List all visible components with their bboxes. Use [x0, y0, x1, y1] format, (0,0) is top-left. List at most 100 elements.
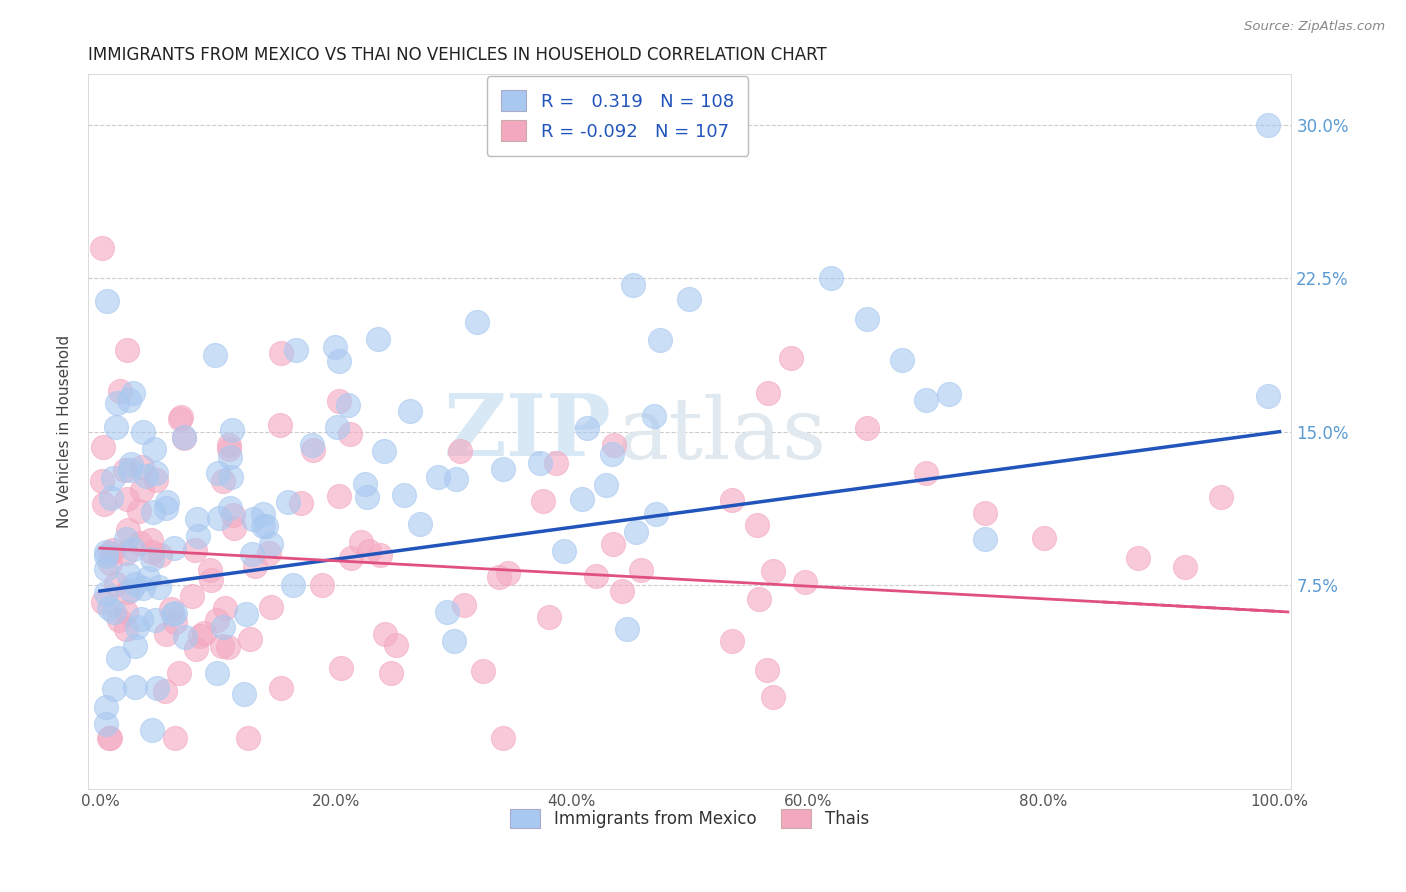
Point [270, 681, 292, 695]
Point [93, 497, 115, 511]
Point [233, 686, 256, 700]
Point [174, 630, 197, 644]
Point [142, 442, 165, 457]
Point [257, 546, 280, 560]
Point [145, 466, 167, 480]
Text: atlas: atlas [617, 393, 827, 477]
Point [820, 271, 842, 285]
Point [96, 293, 118, 308]
Point [124, 639, 146, 653]
Point [205, 666, 228, 681]
Point [207, 613, 229, 627]
Point [155, 501, 177, 516]
Point [115, 343, 138, 357]
Point [162, 607, 184, 621]
Point [373, 444, 395, 458]
Point [269, 418, 291, 433]
Point [114, 463, 136, 477]
Point [94, 545, 117, 559]
Point [101, 542, 124, 557]
Point [214, 601, 236, 615]
Point [973, 532, 995, 546]
Point [120, 582, 142, 597]
Point [211, 474, 233, 488]
Point [339, 427, 361, 442]
Point [107, 651, 129, 665]
Point [208, 510, 231, 524]
Point [328, 394, 350, 409]
Point [240, 547, 263, 561]
Point [648, 333, 671, 347]
Point [747, 518, 769, 533]
Point [98, 556, 121, 570]
Point [212, 619, 235, 633]
Point [217, 640, 239, 654]
Point [301, 438, 323, 452]
Point [340, 550, 363, 565]
Point [603, 438, 626, 452]
Point [121, 541, 143, 556]
Point [357, 544, 380, 558]
Point [260, 536, 283, 550]
Point [891, 353, 914, 368]
Point [756, 385, 779, 400]
Point [498, 566, 520, 581]
Point [184, 543, 207, 558]
Point [173, 429, 195, 443]
Point [242, 512, 264, 526]
Point [108, 613, 131, 627]
Point [624, 524, 647, 539]
Point [98, 731, 121, 746]
Point [762, 564, 785, 578]
Point [721, 492, 744, 507]
Point [571, 491, 593, 506]
Point [98, 546, 121, 560]
Point [184, 641, 207, 656]
Point [354, 476, 377, 491]
Point [211, 640, 233, 654]
Point [218, 450, 240, 464]
Point [104, 420, 127, 434]
Point [149, 548, 172, 562]
Point [621, 277, 644, 292]
Point [127, 620, 149, 634]
Point [219, 500, 242, 515]
Point [91, 241, 114, 255]
Point [794, 574, 817, 589]
Point [645, 508, 668, 522]
Point [94, 562, 117, 576]
Text: Source: ZipAtlas.com: Source: ZipAtlas.com [1244, 20, 1385, 33]
Point [141, 544, 163, 558]
Point [193, 626, 215, 640]
Point [131, 582, 153, 596]
Point [367, 332, 389, 346]
Point [855, 312, 877, 326]
Point [159, 602, 181, 616]
Point [115, 546, 138, 560]
Point [181, 589, 204, 603]
Point [328, 489, 350, 503]
Point [117, 392, 139, 407]
Point [630, 563, 652, 577]
Point [153, 683, 176, 698]
Point [492, 731, 515, 746]
Point [170, 410, 193, 425]
Point [350, 535, 373, 549]
Point [328, 354, 350, 368]
Point [721, 634, 744, 648]
Point [471, 665, 494, 679]
Point [129, 612, 152, 626]
Y-axis label: No Vehicles in Household: No Vehicles in Household [58, 335, 72, 528]
Point [204, 348, 226, 362]
Point [218, 437, 240, 451]
Point [221, 423, 243, 437]
Point [117, 567, 139, 582]
Point [131, 483, 153, 497]
Point [323, 340, 346, 354]
Point [529, 456, 551, 470]
Point [98, 731, 121, 746]
Point [436, 605, 458, 619]
Point [914, 467, 936, 481]
Point [200, 563, 222, 577]
Point [117, 492, 139, 507]
